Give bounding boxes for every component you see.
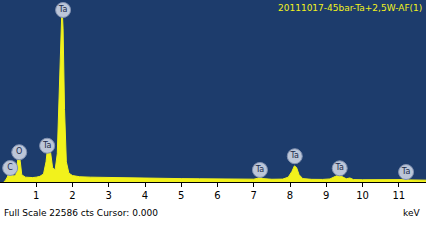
svg-text:Ta: Ta xyxy=(58,5,68,14)
svg-text:10: 10 xyxy=(356,190,369,201)
svg-text:7: 7 xyxy=(251,190,257,201)
svg-text:8: 8 xyxy=(287,190,293,201)
svg-text:O: O xyxy=(16,147,22,156)
svg-text:1: 1 xyxy=(33,190,39,201)
svg-text:Ta: Ta xyxy=(401,167,411,176)
svg-text:2: 2 xyxy=(69,190,75,201)
svg-text:20111017-45bar-Ta+2,5W-AF(1): 20111017-45bar-Ta+2,5W-AF(1) xyxy=(278,3,422,13)
svg-text:Full Scale 22586 cts Cursor: 0: Full Scale 22586 cts Cursor: 0.000 xyxy=(4,208,158,218)
svg-text:5: 5 xyxy=(178,190,184,201)
svg-text:3: 3 xyxy=(106,190,112,201)
svg-text:4: 4 xyxy=(142,190,148,201)
svg-text:keV: keV xyxy=(403,208,420,218)
svg-text:Ta: Ta xyxy=(334,163,344,172)
svg-text:11: 11 xyxy=(392,190,405,201)
svg-text:C: C xyxy=(7,163,13,172)
svg-text:9: 9 xyxy=(323,190,329,201)
svg-text:Ta: Ta xyxy=(255,165,265,174)
svg-text:6: 6 xyxy=(214,190,220,201)
svg-text:Ta: Ta xyxy=(42,141,52,150)
svg-text:Ta: Ta xyxy=(290,151,300,160)
